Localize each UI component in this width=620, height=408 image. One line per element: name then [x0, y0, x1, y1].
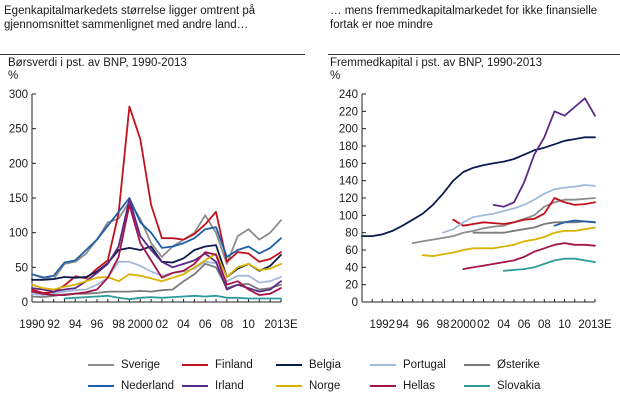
right-x-tick-label: 2013E — [578, 319, 612, 331]
left-y-tick-label: 0 — [22, 297, 28, 309]
legend-label: Belgia — [309, 359, 341, 371]
left-x-tick-label: 02 — [156, 319, 169, 331]
right-series-irland — [492, 97, 596, 208]
right-series-finland — [452, 197, 596, 227]
right-x-tick-label: 04 — [497, 319, 510, 331]
right-panel-title: Fremmedkapital i pst. av BNP, 1990-2013 — [330, 57, 543, 69]
right-x-tick-label: 98 — [437, 319, 450, 331]
left-x-tick-label: 92 — [47, 319, 60, 331]
right-y-tick-label: 200 — [339, 124, 358, 136]
legend-label: Nederland — [121, 380, 175, 392]
right-x-tick-label: 1992 — [369, 319, 395, 331]
legend-swatch — [276, 385, 302, 387]
left-x-tick-label: 10 — [242, 319, 255, 331]
left-x-tick-label: 94 — [69, 319, 82, 331]
left-x-tick-label: 06 — [199, 319, 212, 331]
right-series-slovakia — [502, 257, 596, 272]
right-series-portugal — [442, 184, 596, 234]
right-y-tick-label: 20 — [345, 280, 358, 292]
right-y-tick-label: 180 — [339, 141, 358, 153]
left-y-tick-label: 100 — [9, 228, 28, 240]
right-series-nederland — [553, 219, 596, 227]
right-y-tick-label: 220 — [339, 106, 358, 118]
legend-swatch — [88, 364, 114, 366]
left-y-tick-label: 250 — [9, 124, 28, 136]
left-series-irland — [31, 198, 282, 293]
right-x-tick-label: 2000 — [451, 319, 477, 331]
left-y-tick-label: 300 — [9, 89, 28, 101]
legend-swatch — [370, 385, 396, 387]
legend-label: Hellas — [403, 380, 435, 392]
legend-swatch — [88, 385, 114, 387]
legend-swatch — [276, 364, 302, 366]
left-x-tick-label: 08 — [220, 319, 233, 331]
left-y-tick-label: 50 — [15, 262, 28, 274]
left-panel-rule — [0, 54, 305, 55]
right-y-tick-label: 100 — [339, 210, 358, 222]
right-y-tick-label: 60 — [345, 245, 358, 257]
left-unit-label: % — [8, 70, 19, 82]
legend-swatch — [464, 364, 490, 366]
legend-label: Finland — [215, 359, 253, 371]
left-series-portugal — [31, 260, 282, 297]
right-series-sverige — [411, 197, 596, 245]
right-unit-label: % — [330, 70, 341, 82]
left-y-tick-label: 200 — [9, 158, 28, 170]
left-series-belgia — [31, 244, 282, 281]
right-x-tick-label: 02 — [477, 319, 490, 331]
legend-label: Portugal — [403, 359, 446, 371]
right-y-tick-label: 140 — [339, 176, 358, 188]
right-y-tick-label: 160 — [339, 158, 358, 170]
left-y-tick-label: 150 — [9, 193, 28, 205]
right-y-tick-label: 240 — [339, 89, 358, 101]
left-x-tick-label: 2000 — [127, 319, 153, 331]
legend-label: Sverige — [121, 359, 160, 371]
left-series-nederland — [31, 197, 282, 279]
right-x-tick-label: 96 — [416, 319, 429, 331]
right-y-tick-label: 120 — [339, 193, 358, 205]
right-x-tick-label: 94 — [396, 319, 409, 331]
left-x-tick-label: 2013E — [264, 319, 298, 331]
legend-label: Slovakia — [497, 380, 541, 392]
left-x-tick-label: 98 — [112, 319, 125, 331]
legend-swatch — [182, 385, 208, 387]
legend-swatch — [182, 364, 208, 366]
right-series-hellas — [462, 242, 596, 271]
legend: Sverige Finland Belgia Portugal Østerike Nede… — [88, 358, 548, 402]
right-y-tick-label: 0 — [352, 297, 358, 309]
left-series-sverige — [31, 200, 282, 281]
right-caption: … mens fremmedkapitalmarkedet for ikke f… — [330, 5, 598, 31]
right-panel-rule — [328, 54, 620, 55]
right-y-tick-label: 80 — [345, 228, 358, 240]
left-x-tick-label: 1990 — [19, 319, 45, 331]
left-x-tick-label: 04 — [177, 319, 190, 331]
right-series-norge — [421, 226, 596, 258]
right-x-tick-label: 06 — [518, 319, 531, 331]
left-caption: Egenkapitalmarkedets størrelse ligger om… — [4, 5, 256, 31]
right-x-tick-label: 08 — [538, 319, 551, 331]
left-series-norge — [31, 252, 282, 291]
left-series-slovakia — [63, 294, 282, 301]
left-series-hellas — [31, 203, 282, 297]
legend-label: Irland — [215, 380, 244, 392]
right-series--sterike — [472, 220, 596, 234]
right-x-tick-label: 10 — [558, 319, 571, 331]
left-panel-title: Børsverdi i pst. av BNP, 1990-2013 — [8, 57, 187, 69]
right-y-tick-label: 40 — [345, 262, 358, 274]
legend-label: Norge — [309, 380, 341, 392]
legend-swatch — [370, 364, 396, 366]
legend-label: Østerike — [497, 359, 540, 371]
left-x-tick-label: 96 — [91, 319, 104, 331]
right-series-belgia — [361, 136, 596, 238]
legend-swatch — [464, 385, 490, 387]
